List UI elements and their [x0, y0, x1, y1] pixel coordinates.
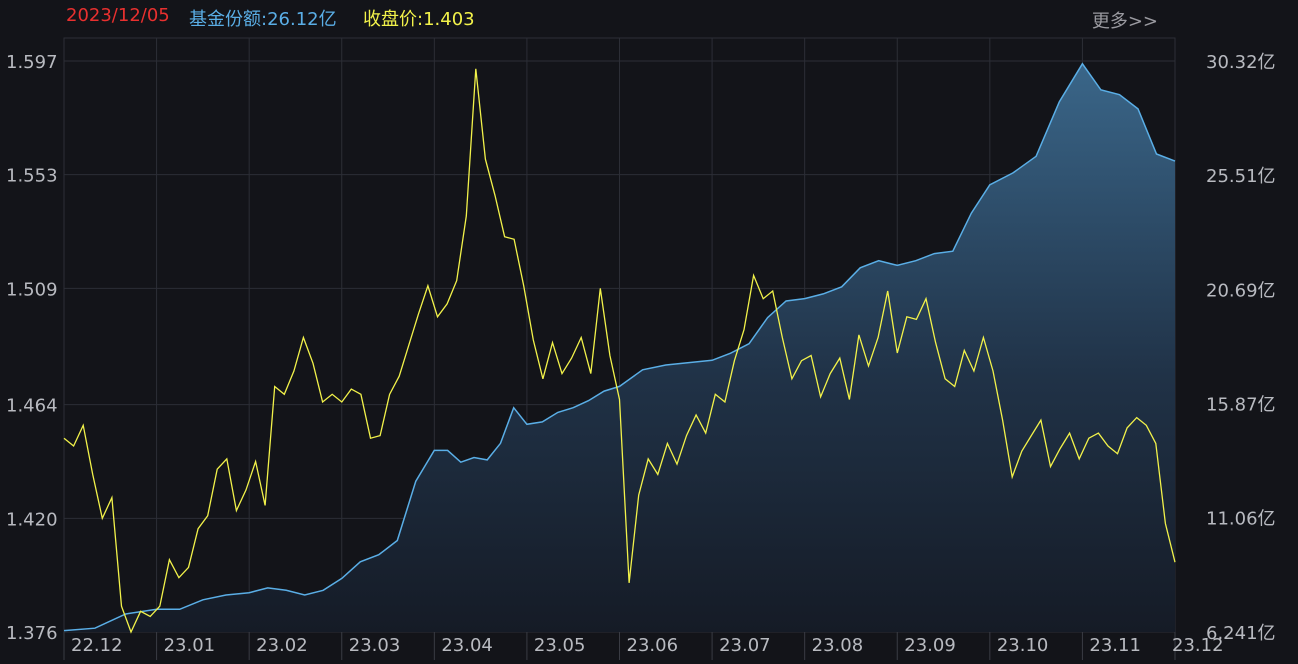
fund-shares-value: 26.12亿 [267, 9, 337, 30]
more-link[interactable]: 更多>> [1091, 11, 1158, 32]
fund-shares-label: 基金份额: [189, 9, 268, 30]
close-price-legend: 收盘价:1.403 [363, 5, 475, 31]
x-tick-label: 22.12 [71, 635, 123, 656]
x-tick-label: 23.05 [534, 635, 586, 656]
right-tick-label: 6.241亿 [1206, 623, 1276, 644]
right-tick-label: 20.69亿 [1206, 280, 1276, 301]
close-price-label: 收盘价: [363, 9, 424, 30]
fund-shares-area [63, 62, 1176, 633]
x-tick-label: 23.03 [349, 635, 401, 656]
x-tick-label: 23.06 [627, 635, 679, 656]
x-tick-label: 23.10 [997, 635, 1049, 656]
x-tick-label: 23.08 [812, 635, 864, 656]
right-tick-label: 25.51亿 [1206, 166, 1276, 187]
close-price-polyline [63, 68, 1176, 634]
x-tick-label: 23.02 [256, 635, 308, 656]
x-tick-label: 23.11 [1089, 635, 1141, 656]
left-tick-label: 1.376 [6, 623, 58, 644]
close-price-value: 1.403 [423, 9, 475, 30]
left-tick-label: 1.553 [6, 166, 58, 187]
x-tick-label: 23.12 [1172, 635, 1224, 656]
close-price-line [63, 68, 1176, 634]
x-tick-label: 23.01 [164, 635, 216, 656]
fund-shares-legend: 基金份额:26.12亿 [189, 5, 337, 31]
right-tick-label: 11.06亿 [1206, 509, 1276, 530]
fund-shares-line [63, 62, 1176, 632]
x-tick-label: 23.04 [441, 635, 493, 656]
left-tick-label: 1.420 [6, 509, 58, 530]
x-tick-label: 23.07 [719, 635, 771, 656]
x-tick-label: 23.09 [904, 635, 956, 656]
left-tick-label: 1.464 [6, 396, 58, 417]
axes: 1.597 1.553 1.509 1.464 1.420 1.376 30.32亿 25.5… [6, 52, 1276, 660]
left-tick-label: 1.597 [6, 52, 58, 73]
right-tick-label: 15.87亿 [1206, 395, 1276, 416]
fund-shares-area-fill [64, 63, 1175, 633]
left-tick-label: 1.509 [6, 279, 58, 300]
date-label: 2023/12/05 [66, 5, 170, 26]
right-tick-label: 30.32亿 [1206, 52, 1276, 73]
chart-header: 2023/12/05 基金份额:26.12亿 收盘价:1.403 更多>> [0, 0, 1298, 36]
